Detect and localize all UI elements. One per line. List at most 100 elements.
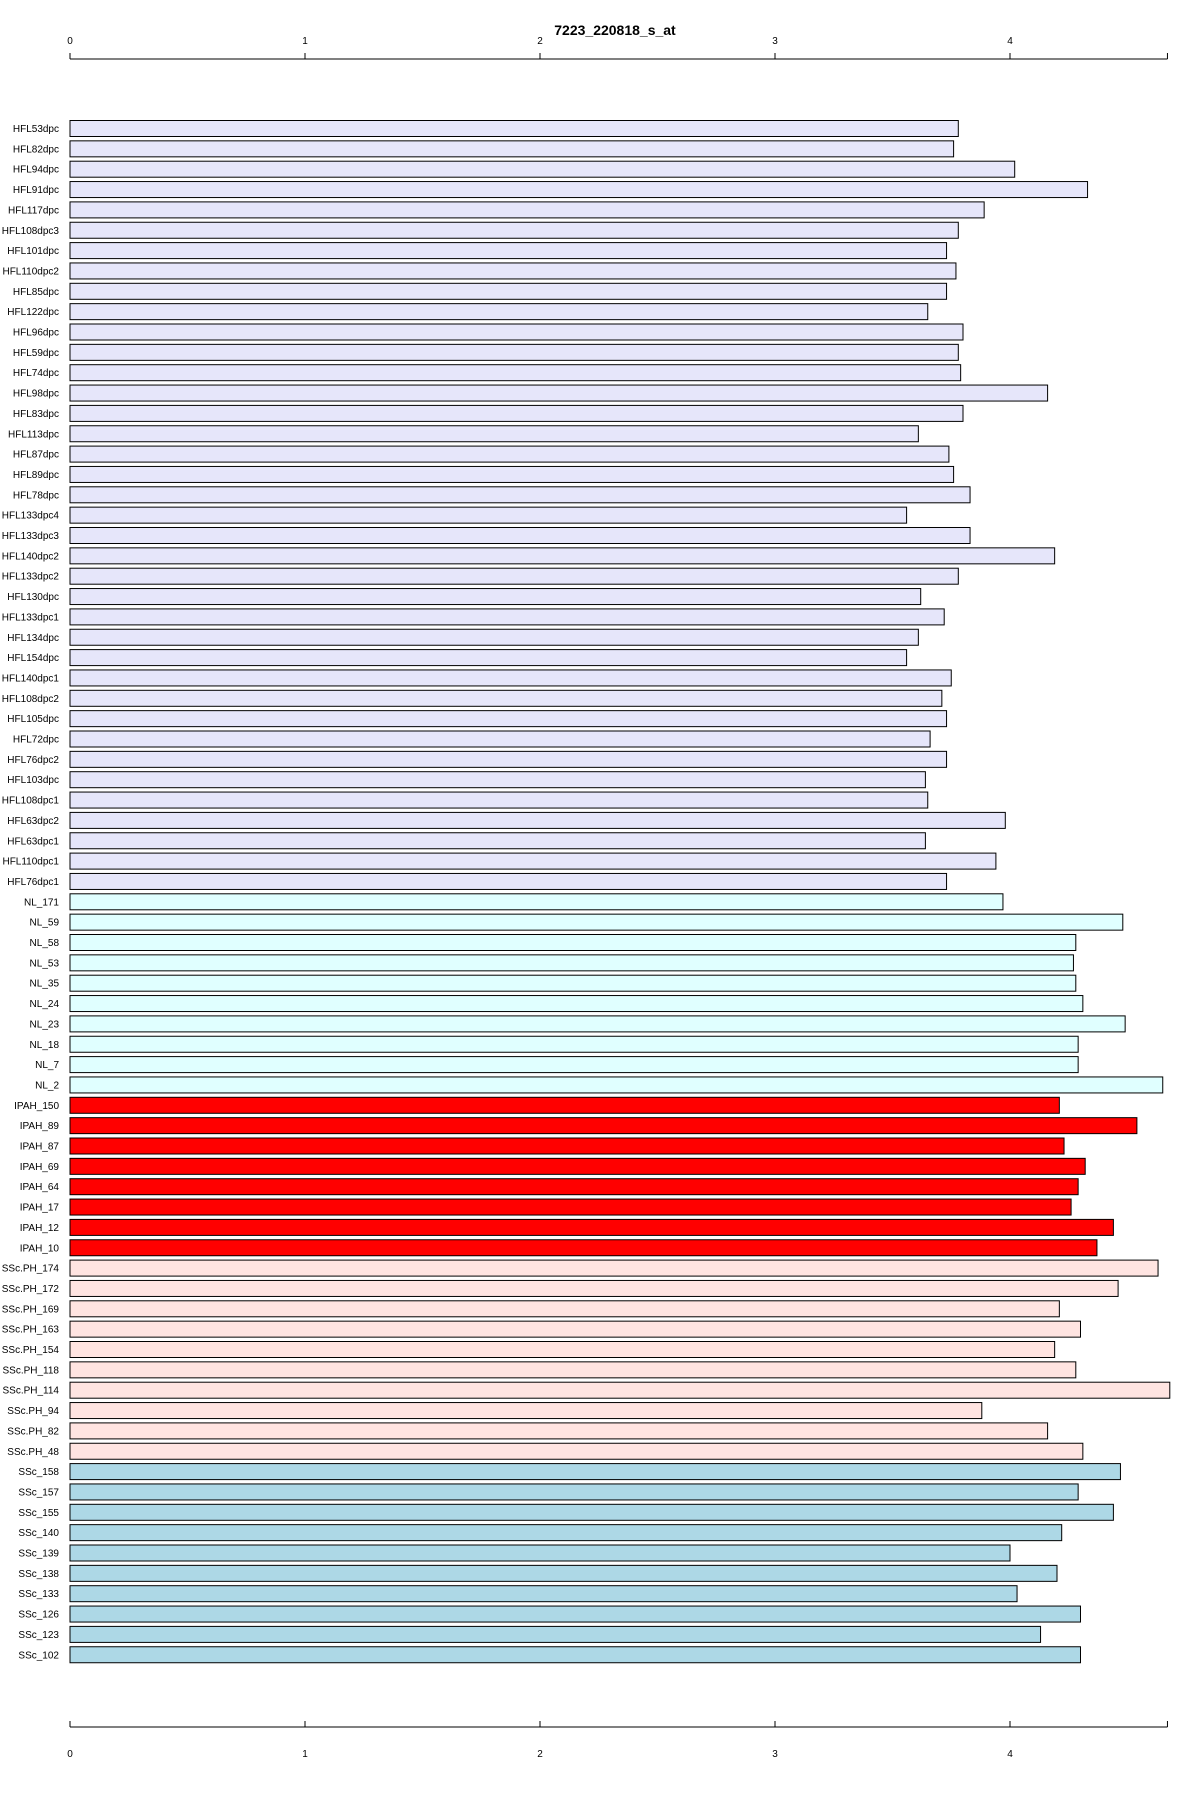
bar-HFL134dpc bbox=[69, 628, 919, 646]
bar-HFL59dpc bbox=[69, 343, 959, 361]
bar-HFL154dpc bbox=[69, 649, 908, 667]
category-label: HFL72dpc bbox=[13, 735, 59, 746]
category-label: NL_18 bbox=[30, 1040, 60, 1051]
category-label: HFL53dpc bbox=[13, 124, 59, 135]
category-label: IPAH_12 bbox=[20, 1223, 60, 1234]
bar-NL_171 bbox=[69, 893, 1004, 911]
bar-SSc.PH_172 bbox=[69, 1279, 1119, 1297]
category-label: SSc_155 bbox=[18, 1508, 59, 1519]
bar-HFL98dpc bbox=[69, 384, 1049, 402]
bar-HFL130dpc bbox=[69, 588, 922, 606]
category-label: HFL130dpc bbox=[7, 592, 59, 603]
category-label: SSc.PH_94 bbox=[7, 1406, 59, 1417]
category-label: HFL74dpc bbox=[13, 368, 59, 379]
category-label: SSc_157 bbox=[18, 1487, 59, 1498]
category-label: HFL140dpc1 bbox=[2, 673, 60, 684]
category-label: HFL108dpc3 bbox=[2, 226, 60, 237]
category-label: HFL108dpc2 bbox=[2, 694, 60, 705]
chart-title: 7223_220818_s_at bbox=[554, 22, 676, 38]
bar-HFL140dpc1 bbox=[69, 669, 952, 687]
bar-SSc_133 bbox=[69, 1585, 1018, 1603]
category-label: IPAH_10 bbox=[20, 1243, 60, 1254]
category-label: HFL113dpc bbox=[8, 429, 59, 440]
bar-HFL63dpc2 bbox=[69, 811, 1006, 829]
category-label: SSc.PH_82 bbox=[7, 1426, 59, 1437]
bottom-x-tick-label: 1 bbox=[302, 1749, 308, 1760]
bottom-x-tick-label: 3 bbox=[772, 1749, 778, 1760]
category-label: HFL85dpc bbox=[13, 287, 59, 298]
bar-HFL108dpc3 bbox=[69, 221, 959, 239]
category-label: SSc_133 bbox=[18, 1589, 59, 1600]
category-label: NL_35 bbox=[30, 979, 60, 990]
category-label: HFL87dpc bbox=[13, 450, 59, 461]
category-label: HFL133dpc4 bbox=[2, 511, 60, 522]
bar-SSc.PH_163 bbox=[69, 1320, 1081, 1338]
category-label: SSc.PH_172 bbox=[2, 1284, 60, 1295]
category-label: HFL117dpc bbox=[8, 205, 59, 216]
top-x-tick-label: 4 bbox=[1007, 36, 1013, 47]
category-label: NL_171 bbox=[24, 897, 59, 908]
bar-SSc_158 bbox=[69, 1463, 1121, 1481]
category-label: HFL110dpc1 bbox=[2, 857, 59, 868]
category-label: HFL89dpc bbox=[13, 470, 59, 481]
category-label: NL_7 bbox=[35, 1060, 59, 1071]
bottom-x-axis: 0 1 2 3 4 bbox=[67, 1721, 1168, 1760]
category-label: IPAH_17 bbox=[20, 1203, 60, 1214]
bar-HFL85dpc bbox=[69, 282, 948, 300]
bar-NL_58 bbox=[69, 934, 1077, 951]
category-label: SSc_158 bbox=[18, 1467, 59, 1478]
category-label: IPAH_150 bbox=[14, 1101, 59, 1112]
category-labels-group: HFL53dpc HFL82dpc HFL94dpc HFL91dpc HFL117dp… bbox=[2, 124, 60, 1661]
top-x-tick-label: 3 bbox=[772, 36, 778, 47]
category-label: HFL140dpc2 bbox=[2, 551, 60, 562]
bar-SSc.PH_82 bbox=[69, 1422, 1049, 1440]
bar-HFL101dpc bbox=[69, 242, 948, 260]
bar-HFL87dpc bbox=[69, 445, 950, 463]
bar-SSc_123 bbox=[69, 1625, 1042, 1643]
category-label: IPAH_64 bbox=[20, 1182, 60, 1193]
bar-SSc_138 bbox=[69, 1564, 1058, 1582]
bar-IPAH_69 bbox=[69, 1157, 1086, 1175]
bar-HFL94dpc bbox=[69, 160, 1016, 178]
category-label: SSc.PH_163 bbox=[2, 1325, 60, 1336]
category-label: NL_53 bbox=[30, 958, 60, 969]
top-x-tick-label: 1 bbox=[302, 36, 308, 47]
category-label: SSc.PH_154 bbox=[2, 1345, 60, 1356]
bar-HFL133dpc1 bbox=[69, 608, 945, 626]
category-label: HFL59dpc bbox=[13, 348, 59, 359]
category-label: HFL82dpc bbox=[13, 144, 59, 155]
category-label: SSc_126 bbox=[18, 1610, 59, 1621]
bar-HFL110dpc2 bbox=[69, 262, 957, 280]
bar-HFL89dpc bbox=[69, 465, 955, 483]
category-label: NL_2 bbox=[35, 1080, 59, 1091]
bar-HFL113dpc bbox=[69, 425, 919, 443]
bar-HFL53dpc bbox=[69, 120, 959, 137]
category-label: SSc.PH_48 bbox=[7, 1447, 59, 1458]
bar-IPAH_12 bbox=[69, 1218, 1114, 1236]
bar-SSc.PH_169 bbox=[69, 1300, 1060, 1318]
category-label: HFL76dpc2 bbox=[7, 755, 59, 766]
category-label: HFL108dpc1 bbox=[2, 796, 60, 807]
bar-SSc_155 bbox=[69, 1503, 1114, 1521]
bar-NL_2 bbox=[69, 1076, 1164, 1094]
category-label: HFL101dpc bbox=[7, 246, 59, 257]
bar-IPAH_87 bbox=[69, 1137, 1065, 1155]
category-label: HFL133dpc2 bbox=[2, 572, 60, 583]
category-label: HFL94dpc bbox=[13, 165, 59, 176]
bar-HFL105dpc bbox=[69, 710, 948, 728]
bar-NL_23 bbox=[69, 1015, 1126, 1033]
bar-HFL117dpc bbox=[69, 201, 985, 219]
bar-SSc.PH_48 bbox=[69, 1442, 1084, 1460]
bar-IPAH_10 bbox=[69, 1239, 1098, 1257]
category-label: IPAH_89 bbox=[20, 1121, 60, 1132]
bar-NL_7 bbox=[69, 1056, 1079, 1074]
bar-HFL91dpc bbox=[69, 181, 1089, 199]
bar-HFL140dpc2 bbox=[69, 547, 1056, 565]
category-label: NL_23 bbox=[30, 1019, 60, 1030]
category-label: NL_24 bbox=[30, 999, 60, 1010]
bar-HFL108dpc1 bbox=[69, 791, 929, 809]
bottom-x-tick-label: 4 bbox=[1007, 1749, 1013, 1760]
category-label: HFL98dpc bbox=[13, 389, 59, 400]
category-label: HFL83dpc bbox=[13, 409, 59, 420]
